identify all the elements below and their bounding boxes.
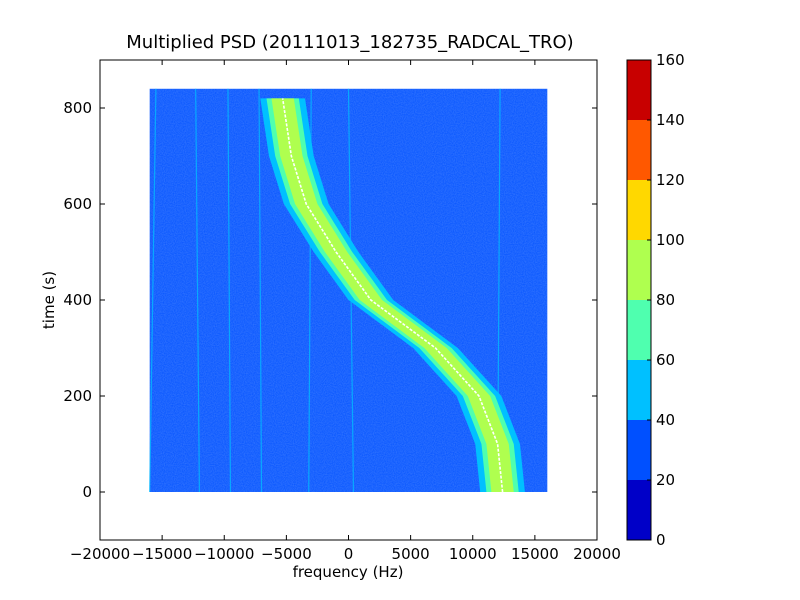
colorbar-segment-7 — [627, 60, 651, 120]
colorbar-tick-label-0: 0 — [656, 531, 666, 549]
y-tick-label-4: 800 — [63, 99, 92, 117]
x-tick-label-7: 15000 — [511, 545, 559, 563]
colorbar-tick-label-3: 60 — [656, 351, 675, 369]
x-tick-label-0: −20000 — [70, 545, 130, 563]
colorbar-tick-label-6: 120 — [656, 171, 685, 189]
faint-line-3 — [258, 88, 263, 493]
signal-band-40-60 — [260, 98, 525, 493]
y-tick-label-3: 600 — [63, 195, 92, 213]
x-axis: −20000 −15000 −10000 −5000 0 5000 10000 15000 20… — [70, 60, 621, 563]
y-axis-label: time (s) — [40, 271, 58, 329]
x-tick-label-2: −10000 — [194, 545, 254, 563]
colorbar-segment-5 — [627, 180, 651, 240]
colorbar: 0 20 40 60 80 100 120 140 160 — [626, 51, 685, 549]
chart-title: Multiplied PSD (20111013_182735_RADCAL_T… — [126, 32, 573, 53]
x-tick-label-3: −5000 — [261, 545, 312, 563]
faint-line-0 — [149, 88, 157, 493]
colorbar-segment-6 — [627, 120, 651, 180]
colorbar-segment-2 — [627, 360, 651, 420]
plot-area — [149, 88, 548, 493]
signal-band-80-100 — [271, 98, 514, 493]
y-axis: 0 200 400 600 800 — [63, 99, 597, 501]
x-tick-label-8: 20000 — [573, 545, 621, 563]
colorbar-tick-label-2: 40 — [656, 411, 675, 429]
colorbar-tick-label-5: 100 — [656, 231, 685, 249]
colorbar-segment-1 — [627, 420, 651, 480]
colorbar-tick-label-1: 20 — [656, 471, 675, 489]
x-tick-label-5: 5000 — [392, 545, 430, 563]
colorbar-tick-label-8: 160 — [656, 51, 685, 69]
x-tick-label-1: −15000 — [132, 545, 192, 563]
faint-line-2 — [227, 88, 232, 493]
x-tick-label-4: 0 — [344, 545, 354, 563]
colorbar-segment-0 — [627, 480, 651, 540]
x-axis-label: frequency (Hz) — [293, 563, 404, 581]
colorbar-segment-3 — [627, 300, 651, 360]
faint-line-1 — [195, 88, 200, 493]
y-tick-label-2: 400 — [63, 291, 92, 309]
signal-peak-line — [281, 98, 504, 493]
colorbar-tick-label-7: 140 — [656, 111, 685, 129]
x-tick-label-6: 10000 — [449, 545, 497, 563]
y-tick-label-1: 200 — [63, 387, 92, 405]
colorbar-tick-label-4: 80 — [656, 291, 675, 309]
colorbar-segment-4 — [627, 240, 651, 300]
y-tick-label-0: 0 — [82, 483, 92, 501]
